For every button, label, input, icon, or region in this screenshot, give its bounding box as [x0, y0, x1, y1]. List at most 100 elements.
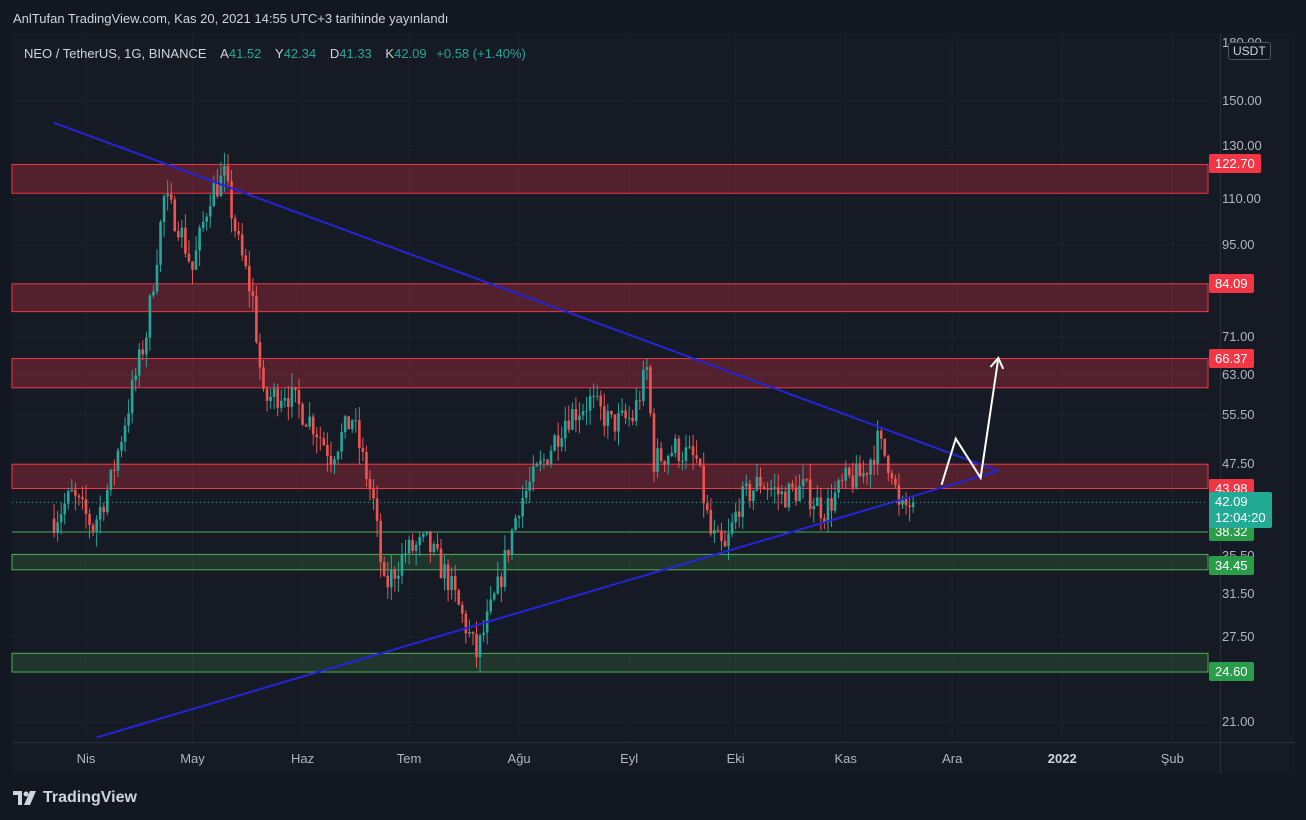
low-label: D — [329, 46, 340, 61]
candle-body — [255, 295, 258, 343]
candle-body — [723, 540, 727, 547]
price-tick-label: 21.00 — [1222, 714, 1255, 729]
candle-body — [865, 473, 869, 475]
currency-button[interactable]: USDT — [1228, 42, 1271, 60]
candle-body — [425, 531, 429, 534]
price-tick-label: 55.50 — [1222, 407, 1255, 423]
candle-body — [911, 502, 915, 508]
candle-body — [397, 575, 400, 579]
candle-body — [393, 569, 397, 579]
candle-body — [649, 367, 652, 414]
candle-body — [606, 411, 610, 426]
candle-body — [872, 459, 876, 464]
last-price-badge: 42.09 12:04:20 — [1209, 492, 1272, 529]
candle-body — [237, 231, 240, 235]
time-tick-label: Ağu — [507, 751, 531, 766]
candle-body — [883, 438, 887, 456]
candle-body — [532, 466, 535, 482]
candle-body — [727, 533, 730, 547]
symbol-name[interactable]: NEO / TetherUS, 1G, BINANCE — [24, 46, 207, 61]
projection-path[interactable] — [940, 357, 1000, 486]
candle-body — [382, 562, 386, 576]
candle-body — [869, 459, 872, 475]
candle-body — [837, 480, 840, 493]
candle-body — [276, 388, 279, 408]
candle-body — [851, 475, 855, 488]
candle-body — [429, 531, 432, 553]
candle-body — [741, 486, 745, 517]
candle-body — [272, 388, 276, 397]
candle-body — [216, 183, 219, 197]
support-zone — [11, 553, 1209, 571]
candle-body — [386, 575, 390, 588]
candle-body — [308, 416, 311, 427]
time-tick-label: Şub — [1160, 751, 1184, 766]
candle-body — [336, 451, 340, 460]
candle-body — [666, 455, 670, 465]
candle-body — [322, 438, 326, 446]
tradingview-logo-icon — [13, 791, 36, 805]
candle-body — [180, 227, 184, 238]
candle-body — [372, 489, 375, 499]
candle-body — [152, 291, 155, 296]
support-price-badge: 24.60 — [1209, 662, 1254, 682]
candle-body — [116, 450, 120, 471]
candle-body — [63, 503, 66, 515]
candle-body — [329, 456, 333, 465]
price-tick-label: 47.50 — [1222, 456, 1255, 472]
candle-body — [205, 216, 208, 222]
candle-body — [574, 409, 578, 421]
candle-body — [375, 498, 379, 521]
candle-body — [571, 409, 574, 430]
candle-body — [752, 490, 755, 501]
candle-body — [137, 349, 141, 376]
candle-body — [489, 599, 492, 612]
candle-body — [130, 380, 134, 414]
candle-body — [411, 539, 414, 551]
candle-body — [162, 196, 166, 222]
candle-body — [844, 467, 847, 481]
candle-body — [695, 455, 698, 459]
candle-body — [191, 261, 194, 270]
symbol-legend: NEO / TetherUS, 1G, BINANCE A41.52 Y42.3… — [24, 46, 526, 61]
publish-note: AnlTufan TradingView.com, Kas 20, 2021 1… — [13, 11, 449, 26]
candle-body — [599, 395, 603, 407]
time-tick-label: Eki — [726, 751, 745, 766]
candle-body — [776, 487, 780, 495]
candle-body — [638, 400, 642, 402]
candle-body — [862, 473, 865, 477]
candle-body — [365, 452, 368, 480]
candle-body — [251, 291, 255, 296]
candle-body — [769, 488, 773, 490]
candle-body — [173, 199, 177, 232]
candle-body — [148, 295, 152, 338]
candle-body — [294, 387, 297, 391]
candle-body — [631, 417, 634, 422]
candle-body — [897, 484, 901, 505]
candle-body — [613, 414, 617, 432]
open-label: A — [220, 46, 229, 61]
resistance-price-badge: 66.37 — [1209, 348, 1254, 368]
candle-body — [588, 396, 592, 411]
candle-body — [59, 514, 63, 523]
candle-body — [855, 463, 858, 488]
open-value: 41.52 — [228, 46, 262, 61]
candle-body — [784, 491, 787, 508]
candle-body — [361, 448, 365, 453]
candle-body — [663, 460, 666, 465]
candle-body — [688, 446, 691, 448]
trendline-ascending[interactable] — [96, 469, 999, 739]
candle-body — [169, 194, 173, 200]
chart-panel[interactable] — [12, 33, 1295, 774]
candle-body — [404, 553, 407, 555]
close-value: 42.09 — [394, 46, 427, 61]
candle-body — [833, 492, 837, 511]
candle-body — [453, 575, 457, 591]
candle-body — [745, 483, 748, 487]
time-tick-label: Eyl — [620, 751, 639, 766]
trendline-descending[interactable] — [53, 121, 999, 472]
candle-body — [84, 499, 88, 515]
price-tick-label: 130.00 — [1222, 138, 1262, 154]
candle-body — [400, 554, 404, 576]
